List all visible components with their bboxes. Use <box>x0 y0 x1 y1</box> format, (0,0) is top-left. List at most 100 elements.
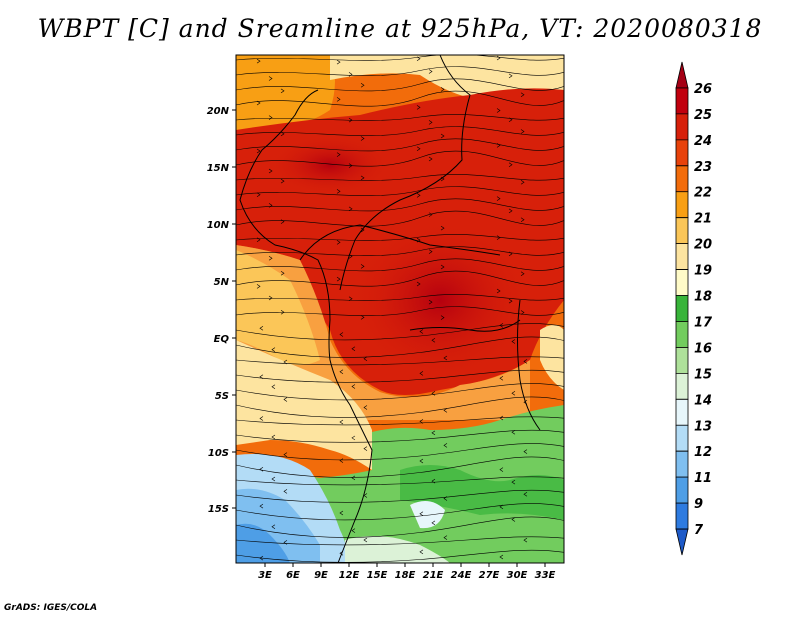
lat-tick-label: 10N <box>207 220 230 231</box>
streamline-arrow <box>339 419 344 425</box>
streamline <box>236 516 564 538</box>
streamline-arrow <box>336 276 341 282</box>
streamline-arrow <box>419 549 424 555</box>
streamline <box>236 174 564 181</box>
streamline-arrow <box>496 108 501 113</box>
colorbar-bin <box>675 191 689 219</box>
streamline-arrow <box>268 295 273 301</box>
streamline-arrow <box>336 152 341 157</box>
colorbar-bin <box>675 87 689 115</box>
streamline-arrow <box>336 59 341 65</box>
streamline-arrow <box>419 419 424 424</box>
streamline <box>236 90 564 107</box>
streamline-arrow <box>268 256 273 261</box>
streamline-arrow <box>499 415 504 421</box>
streamline-arrow <box>419 511 424 516</box>
streamline-arrow <box>419 458 424 464</box>
streamline <box>236 270 564 287</box>
streamline <box>236 443 564 461</box>
lon-tick-label: 30E <box>507 570 528 581</box>
colorbar-label: 16 <box>694 341 712 356</box>
streamline-arrow <box>508 117 513 123</box>
streamline <box>236 536 564 546</box>
streamline-arrow <box>351 528 356 533</box>
coastline-borders <box>239 55 541 563</box>
colorbar: 26 25 24 23 22 21 20 19 18 17 16 15 14 13 12 11 9 7 <box>675 61 713 556</box>
streamline-arrow <box>508 298 513 304</box>
streamline-arrow <box>499 467 504 472</box>
streamline-arrow <box>496 196 501 201</box>
streamline-arrow <box>256 237 261 243</box>
streamline-arrow <box>280 131 285 137</box>
colorbar-label: 25 <box>694 108 712 123</box>
streamline-arrow <box>351 435 356 441</box>
streamline-arrow <box>496 235 501 240</box>
streamline-arrow <box>283 489 288 494</box>
lat-tick-label: 15N <box>207 163 230 174</box>
lat-tick-label: 20N <box>207 106 230 117</box>
colorbar-bin <box>675 424 689 452</box>
streamline-arrow <box>271 434 276 440</box>
streamline-arrow <box>520 92 525 98</box>
streamline <box>236 416 564 426</box>
streamline-arrow <box>511 339 516 344</box>
streamline <box>236 476 564 486</box>
streamline-arrow <box>339 458 344 463</box>
streamline-arrow <box>271 476 276 482</box>
streamline-arrow <box>496 143 501 148</box>
streamline <box>236 396 564 418</box>
streamline-arrow <box>256 284 261 289</box>
streamline-arrow <box>496 55 501 61</box>
streamline-arrow <box>348 296 353 302</box>
streamline-arrow <box>351 346 356 351</box>
colorbar-label: 15 <box>694 367 712 382</box>
streamline-arrow <box>259 555 264 561</box>
colorbar-bin <box>675 528 689 556</box>
streamline-arrow <box>431 520 436 526</box>
streamline-arrow <box>443 535 448 540</box>
colorbar-bin <box>675 295 689 322</box>
streamline-arrow <box>443 355 448 361</box>
streamline-arrow <box>348 72 353 77</box>
streamline <box>236 294 564 301</box>
streamline-arrow <box>440 133 445 139</box>
streamline-arrow <box>428 120 433 125</box>
streamline-arrow <box>360 83 365 88</box>
streamline-arrow <box>363 356 368 361</box>
streamline-arrow <box>339 510 344 516</box>
streamline-arrow <box>431 478 436 484</box>
colorbar-label: 24 <box>694 134 712 149</box>
colorbar-label: 7 <box>694 523 704 538</box>
streamline-arrow <box>443 408 448 413</box>
streamline-arrow <box>348 254 353 259</box>
lon-tick-label: 12E <box>339 570 360 581</box>
colorbar-bin <box>675 139 689 167</box>
streamline <box>236 66 564 77</box>
streamline-arrow <box>280 219 285 224</box>
streamline-arrow <box>280 309 285 315</box>
streamline-arrow <box>360 315 365 320</box>
streamline-arrow <box>523 537 528 543</box>
map-title: WBPT [C] and Sreamline at 925hPa, VT: 20… <box>37 14 763 43</box>
streamline-arrow <box>363 446 368 451</box>
lon-tick-label: 27E <box>479 570 500 581</box>
streamline-arrow <box>520 271 525 277</box>
streamline-arrow <box>268 168 273 174</box>
streamline-arrow <box>499 504 504 510</box>
colorbar-label: 21 <box>694 212 712 227</box>
colorbar-label: 26 <box>694 82 712 97</box>
streamline-arrow <box>271 384 276 390</box>
streamline <box>236 138 564 152</box>
lat-tick-label: 15S <box>208 504 229 515</box>
streamline-arrow <box>360 136 365 141</box>
streamline-arrow <box>280 271 285 276</box>
streamline-arrow <box>440 87 445 92</box>
lon-tick-label: 3E <box>258 570 272 581</box>
lon-tick-label: 21E <box>423 570 444 581</box>
streamline-arrow <box>431 337 436 343</box>
streamline-arrow <box>431 391 436 396</box>
streamline-arrow <box>363 537 368 543</box>
streamline-arrow <box>511 479 516 485</box>
map-frame <box>235 54 565 564</box>
streamline-arrow <box>283 452 288 457</box>
